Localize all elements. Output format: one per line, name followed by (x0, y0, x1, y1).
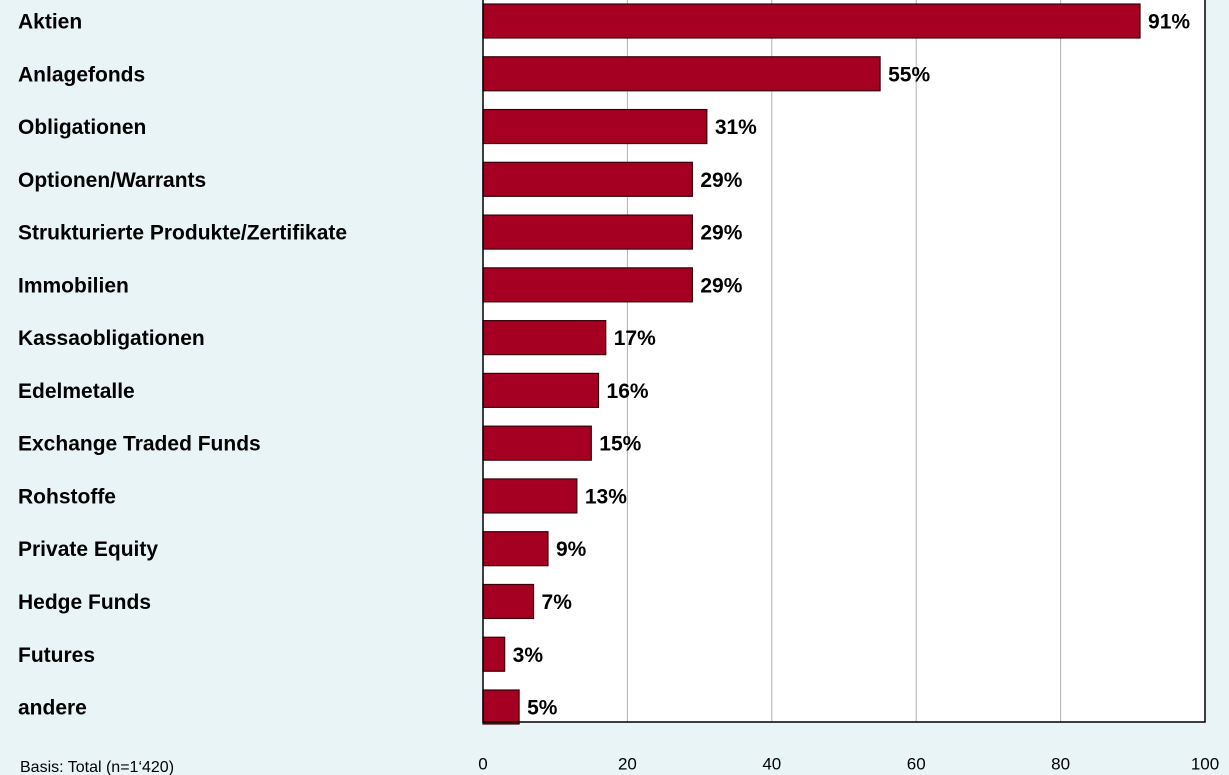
y-tick-label: Kassaobligationen (18, 327, 205, 350)
x-tick-label: 80 (1051, 754, 1070, 773)
value-label: 29% (700, 274, 742, 297)
value-label: 5% (527, 697, 558, 720)
y-tick-label: Obligationen (18, 116, 146, 139)
y-tick-label: andere (18, 697, 87, 720)
x-tick-label: 20 (618, 754, 637, 773)
value-label: 17% (614, 327, 656, 350)
bar (482, 56, 881, 92)
x-tick-label: 60 (907, 754, 926, 773)
value-label: 29% (700, 169, 742, 192)
value-label: 16% (607, 380, 649, 403)
value-label: 15% (599, 433, 641, 456)
axis-frame (482, 0, 1206, 723)
bar (482, 267, 693, 303)
y-tick-label: Strukturierte Produkte/Zertifikate (18, 222, 347, 245)
bar (482, 161, 693, 197)
bar (482, 636, 506, 672)
y-tick-label: Exchange Traded Funds (18, 433, 261, 456)
y-tick-label: Anlagefonds (18, 63, 145, 86)
y-tick-label: Hedge Funds (18, 591, 151, 614)
x-tick-label: 100 (1191, 754, 1219, 773)
value-label: 9% (556, 538, 587, 561)
bar (482, 531, 549, 567)
x-tick-label: 40 (762, 754, 781, 773)
plot-area (483, 0, 1205, 722)
y-tick-label: Immobilien (18, 274, 129, 297)
x-tick-label: 0 (478, 754, 487, 773)
y-tick-label: Rohstoffe (18, 485, 116, 508)
y-tick-label: Aktien (18, 11, 82, 34)
y-tick-label: Edelmetalle (18, 380, 135, 403)
value-label: 13% (585, 485, 627, 508)
bar (482, 3, 1141, 39)
y-tick-label: Optionen/Warrants (18, 169, 206, 192)
bar (482, 583, 535, 620)
y-tick-label: Futures (18, 644, 95, 667)
value-label: 31% (715, 116, 757, 139)
bar (482, 372, 600, 408)
value-label: 29% (700, 222, 742, 245)
value-label: 3% (513, 644, 544, 667)
value-label: 91% (1148, 11, 1190, 34)
bar (482, 214, 693, 250)
bar (482, 689, 520, 725)
bar (482, 478, 578, 514)
bar (482, 108, 708, 145)
y-tick-label: Private Equity (18, 538, 158, 561)
note: Basis: Total (n=1‘420) (20, 759, 174, 775)
bar (482, 320, 607, 356)
bar (482, 425, 592, 461)
value-label: 55% (888, 63, 930, 86)
value-label: 7% (542, 591, 573, 614)
